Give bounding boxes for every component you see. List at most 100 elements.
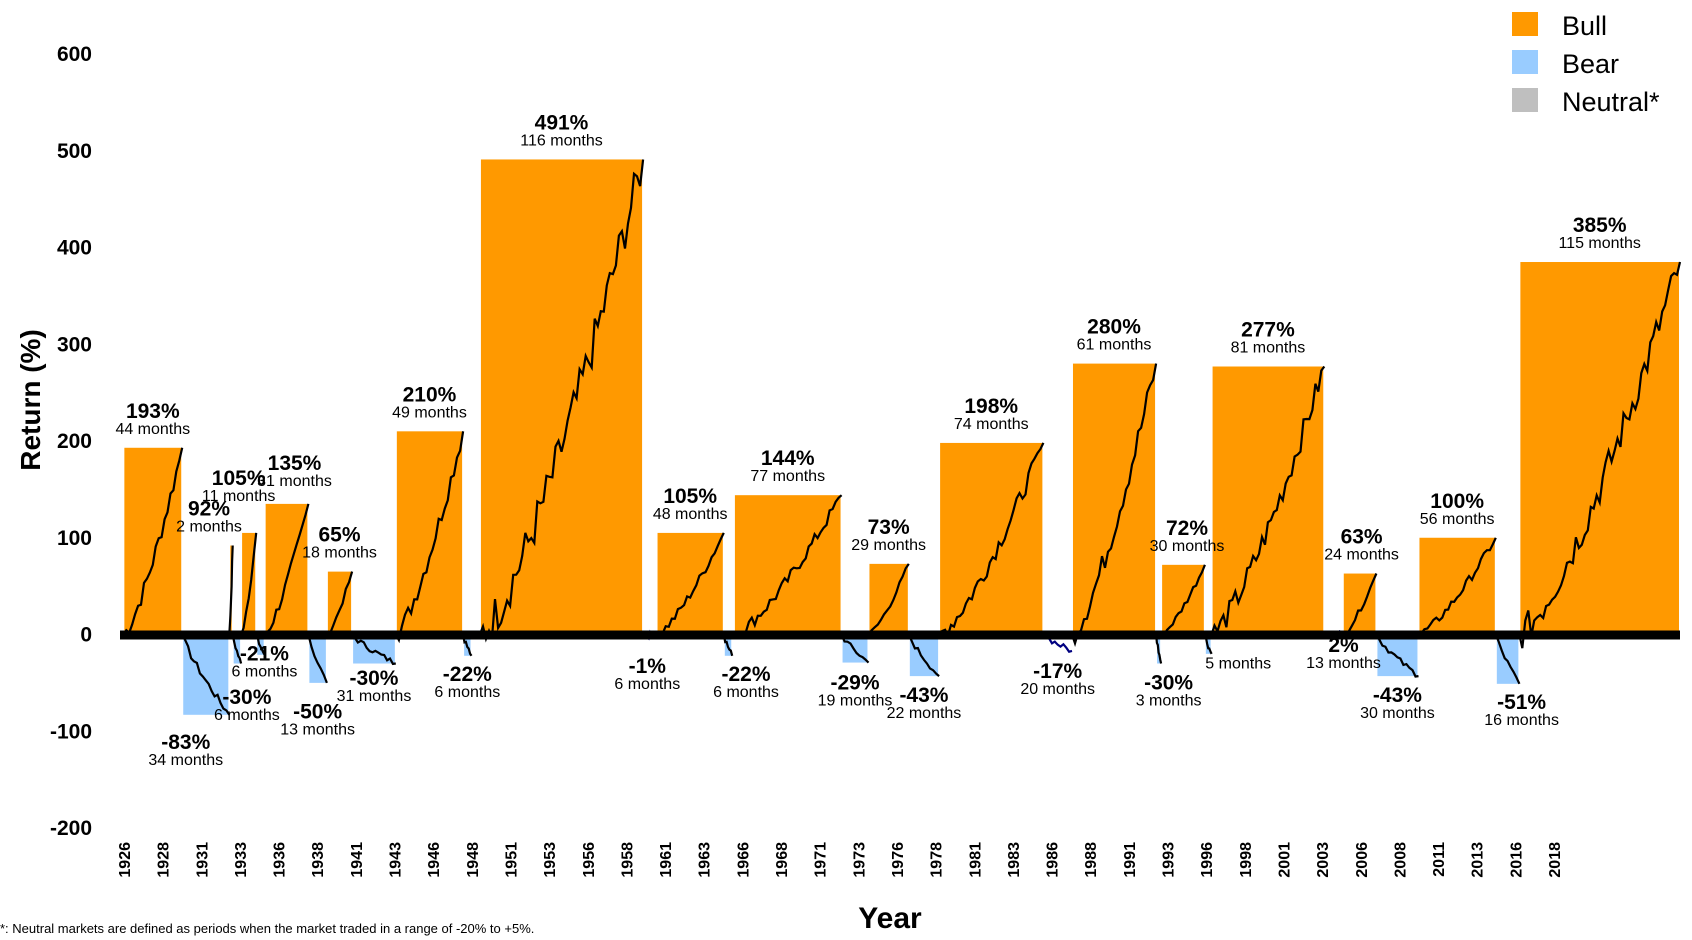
bear-return-label: -83%	[161, 731, 210, 754]
bear-duration-label: 6 months	[434, 684, 500, 701]
bear-return-label: -21%	[240, 643, 289, 666]
neutral-return-label: -1%	[629, 655, 667, 678]
bull-bar	[124, 447, 182, 635]
bull-return-label: 63%	[1341, 526, 1383, 549]
x-tick-label: 1933	[233, 842, 250, 878]
bull-duration-label: 115 months	[1558, 235, 1640, 252]
bull-return-line	[1418, 537, 1497, 636]
bull-return-label: 135%	[268, 452, 322, 475]
bear-duration-label: 6 months	[232, 664, 298, 681]
bull-bar	[1520, 262, 1679, 635]
x-axis: 1926 1928 1931 1933 1936 1938 1941 1943 1946 1948…	[117, 842, 1564, 878]
bull-duration-label: 49 months	[392, 404, 467, 421]
x-tick-label: 1998	[1238, 842, 1255, 878]
legend-swatch	[1512, 88, 1538, 112]
x-tick-label: 1946	[426, 842, 443, 878]
bull-return-label: 65%	[318, 524, 360, 547]
bull-return-label: 193%	[126, 400, 180, 423]
x-tick-label: 1986	[1045, 842, 1062, 878]
bear-duration-label: 5 months	[1205, 656, 1271, 673]
bull-duration-label: 81 months	[1231, 340, 1306, 357]
bull-bar	[1162, 564, 1204, 635]
y-axis: 600 500 400 300 200 100 0 -100 -200	[50, 43, 92, 840]
bull-return-label: 100%	[1430, 490, 1484, 513]
bear-duration-label: 16 months	[1484, 712, 1559, 729]
x-tick-label: 2008	[1392, 842, 1409, 878]
bull-bar	[480, 159, 643, 635]
bull-duration-label: 48 months	[653, 506, 728, 523]
bull-return-label: 198%	[964, 395, 1018, 418]
bull-duration-label: 11 months	[202, 488, 276, 505]
bear-return-label: -43%	[1373, 684, 1422, 707]
x-tick-label: 1976	[890, 842, 907, 878]
bull-duration-label: 29 months	[851, 537, 926, 554]
x-tick-label: 1993	[1161, 842, 1178, 878]
bear-return-line	[1155, 634, 1163, 664]
bear-duration-label: 19 months	[818, 693, 893, 710]
x-tick-label: 1948	[465, 842, 482, 878]
x-tick-label: 1996	[1199, 842, 1216, 878]
x-tick-label: 1988	[1083, 842, 1100, 878]
bull-return-line	[394, 431, 465, 644]
bull-duration-label: 31 months	[257, 473, 332, 490]
x-tick-label: 1958	[619, 842, 636, 878]
bull-return-line	[1210, 365, 1326, 635]
bull-bar	[1072, 363, 1156, 635]
x-axis-title: Year	[858, 902, 922, 935]
bull-bar	[940, 442, 1043, 635]
bull-duration-label: 77 months	[750, 468, 825, 485]
bull-bar	[242, 532, 256, 635]
bear-return-line	[307, 634, 328, 684]
bull-duration-label: 56 months	[1420, 511, 1495, 528]
bear-duration-label: 6 months	[214, 707, 280, 724]
x-tick-label: 2018	[1547, 842, 1564, 878]
x-tick-label: 1968	[774, 842, 791, 878]
bear-duration-label: 22 months	[887, 705, 962, 722]
bull-bar	[265, 503, 308, 635]
bull-return-label: 385%	[1573, 214, 1627, 237]
bull-bar	[657, 532, 723, 635]
x-tick-label: 1928	[156, 842, 173, 878]
y-tick-label: 200	[57, 430, 92, 453]
neutral-return-label: -17%	[1033, 660, 1082, 683]
neutral-duration-label: 20 months	[1020, 681, 1095, 698]
bear-return-label: -22%	[443, 663, 492, 686]
x-tick-label: 1991	[1122, 842, 1139, 878]
period-bars	[124, 159, 1679, 715]
y-tick-label: -100	[50, 720, 92, 743]
bull-return-label: 92%	[188, 497, 230, 520]
legend-label: Bull	[1562, 11, 1607, 41]
x-tick-label: 2006	[1354, 842, 1371, 878]
bear-duration-label: 31 months	[337, 688, 412, 705]
bull-bar	[1419, 537, 1495, 635]
bull-return-label: 105%	[663, 485, 717, 508]
bull-bar	[734, 495, 841, 635]
x-tick-label: 1941	[349, 842, 366, 878]
bull-duration-label: 44 months	[115, 421, 190, 438]
bear-return-label: -43%	[899, 684, 948, 707]
x-tick-label: 1978	[929, 842, 946, 878]
bull-return-label: 72%	[1166, 517, 1208, 540]
bull-return-line	[478, 159, 645, 643]
bull-bar	[396, 431, 463, 635]
x-tick-label: 2003	[1315, 842, 1332, 878]
bear-return-line	[231, 634, 243, 664]
bull-return-label: 105%	[212, 467, 266, 490]
y-tick-label: -200	[50, 817, 92, 840]
bear-duration-label: 30 months	[1360, 705, 1435, 722]
bear-return-line	[462, 634, 473, 657]
bull-return-line	[867, 563, 910, 636]
x-tick-label: 2011	[1431, 842, 1448, 877]
neutral-duration-label: 13 months	[1306, 655, 1381, 672]
bear-return-label: -30%	[222, 686, 271, 709]
x-tick-label: 1963	[697, 842, 714, 878]
zero-line	[120, 630, 1680, 640]
bull-return-label: 73%	[868, 516, 910, 539]
x-tick-label: 1973	[851, 842, 868, 878]
x-tick-label: 1936	[272, 842, 289, 878]
bear-return-label: -30%	[1144, 672, 1193, 695]
bull-return-line	[263, 503, 310, 636]
legend-swatch	[1512, 50, 1538, 74]
bull-return-line	[1518, 261, 1682, 649]
